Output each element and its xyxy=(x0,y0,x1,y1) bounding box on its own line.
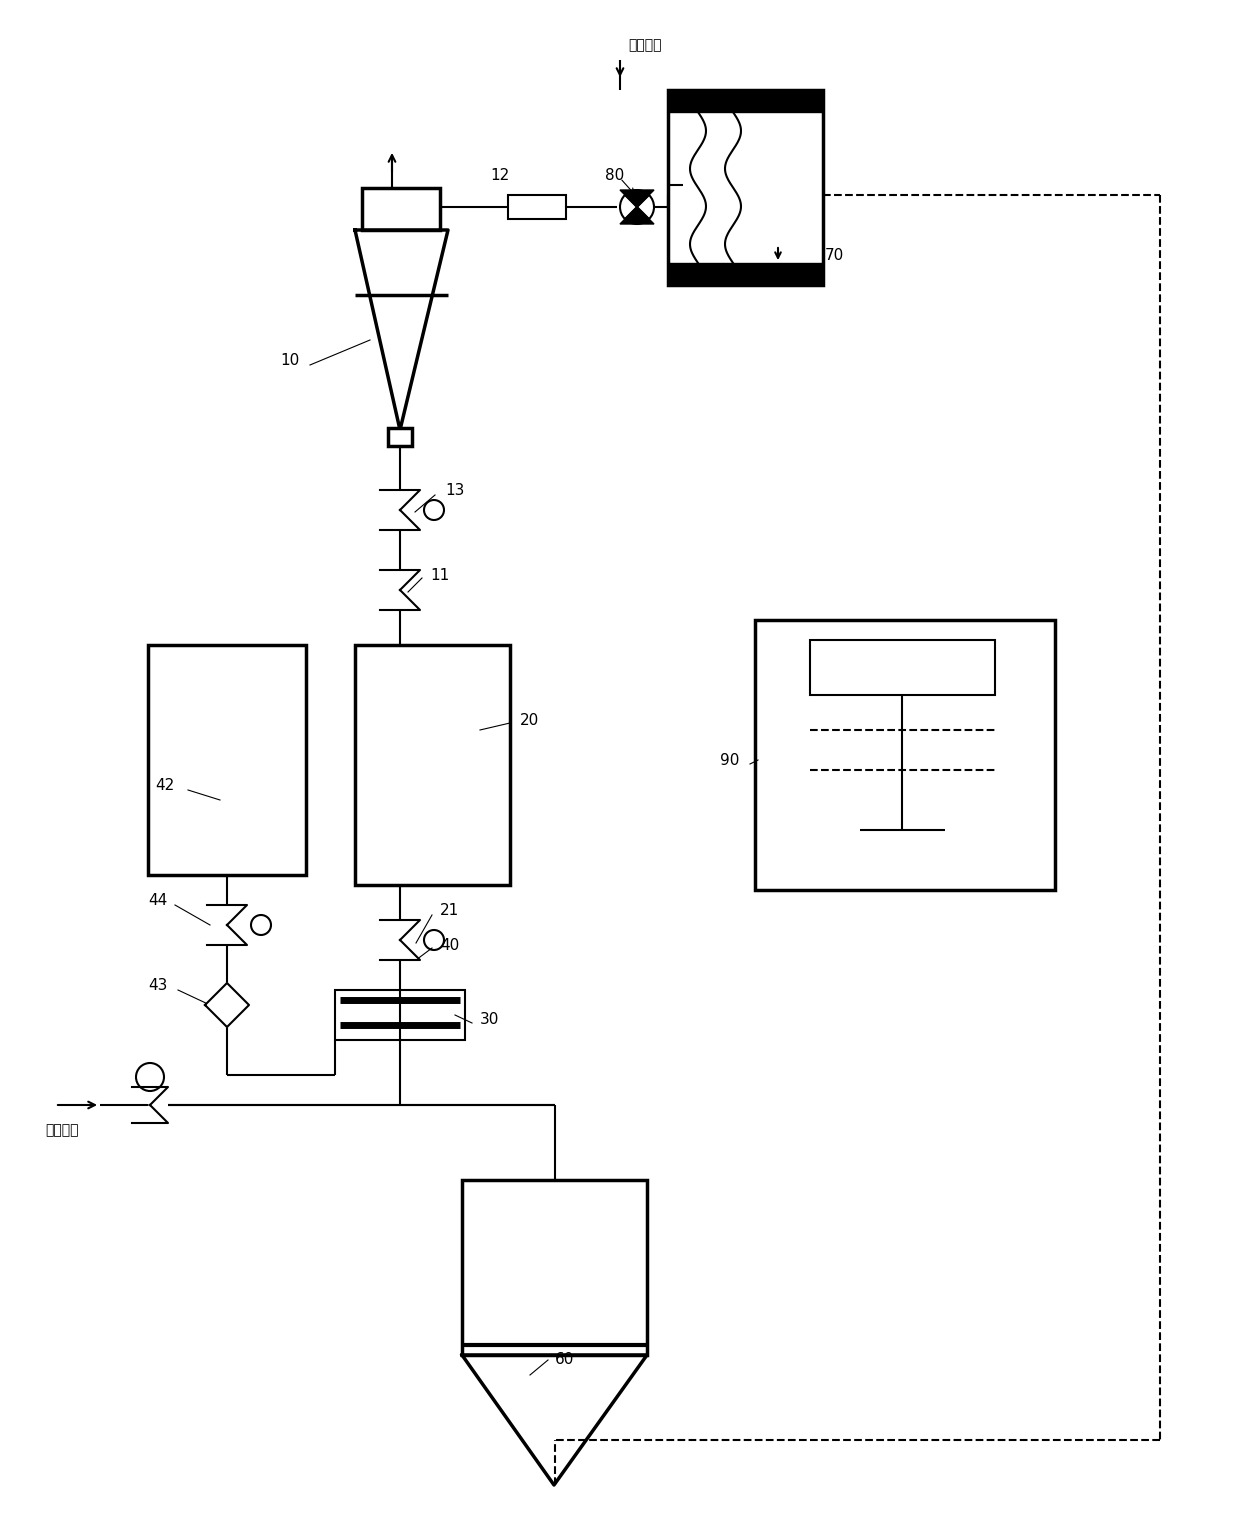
Bar xyxy=(755,620,1055,890)
Bar xyxy=(335,990,465,1040)
Bar xyxy=(668,90,823,285)
Polygon shape xyxy=(205,984,249,1026)
Polygon shape xyxy=(379,921,420,941)
Bar xyxy=(668,90,823,112)
Bar xyxy=(810,640,994,696)
Text: 43: 43 xyxy=(148,977,167,993)
Polygon shape xyxy=(379,490,420,510)
Polygon shape xyxy=(131,1105,167,1123)
Text: 10: 10 xyxy=(280,352,299,368)
Polygon shape xyxy=(131,1088,167,1105)
Text: 30: 30 xyxy=(480,1013,500,1028)
Text: 90: 90 xyxy=(720,752,739,768)
Bar xyxy=(388,427,412,446)
Bar xyxy=(668,264,823,285)
Bar xyxy=(355,645,510,885)
Bar xyxy=(463,1180,647,1354)
Text: 42: 42 xyxy=(155,778,175,792)
Bar xyxy=(148,645,306,875)
Polygon shape xyxy=(379,570,420,590)
Bar xyxy=(362,188,440,230)
Text: 惰性气体: 惰性气体 xyxy=(45,1123,78,1137)
Text: 12: 12 xyxy=(490,167,510,182)
Polygon shape xyxy=(379,510,420,530)
Text: 11: 11 xyxy=(430,567,449,582)
Text: 70: 70 xyxy=(825,248,844,262)
Polygon shape xyxy=(620,207,653,224)
Text: 20: 20 xyxy=(520,712,539,728)
Bar xyxy=(508,195,565,219)
Text: 44: 44 xyxy=(148,893,167,907)
Polygon shape xyxy=(379,590,420,610)
Polygon shape xyxy=(207,905,247,925)
Polygon shape xyxy=(207,925,247,945)
Polygon shape xyxy=(620,190,653,207)
Text: 13: 13 xyxy=(445,483,464,498)
Text: 80: 80 xyxy=(605,167,624,182)
Text: 21: 21 xyxy=(440,902,459,918)
Text: 60: 60 xyxy=(556,1353,574,1368)
Polygon shape xyxy=(379,941,420,961)
Text: 40: 40 xyxy=(440,938,459,953)
Text: 惰性气体: 惰性气体 xyxy=(627,38,661,52)
